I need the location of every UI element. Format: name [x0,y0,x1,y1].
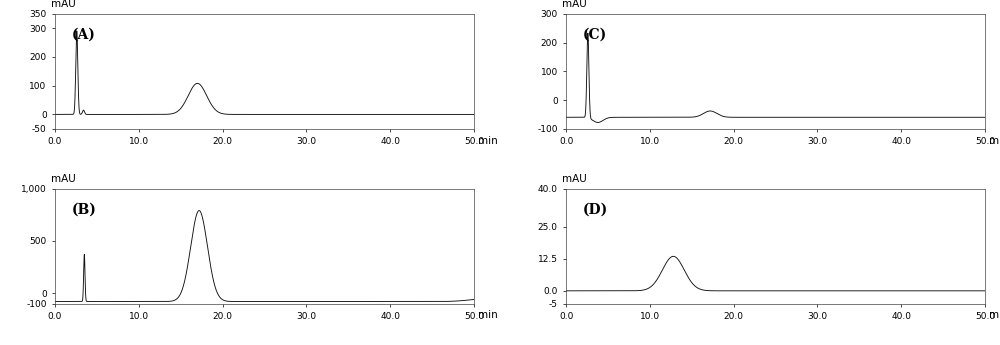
Text: (A): (A) [72,28,96,42]
Text: min: min [478,310,498,321]
Text: min: min [478,136,498,146]
Text: min t: min t [989,310,1000,321]
Text: mAU: mAU [562,174,587,184]
Text: (C): (C) [583,28,607,42]
Text: mAU: mAU [562,0,587,9]
Text: (B): (B) [72,203,97,216]
Text: mAU: mAU [51,174,76,184]
Text: (D): (D) [583,203,608,216]
Text: min: min [989,136,1000,146]
Text: mAU: mAU [51,0,76,9]
